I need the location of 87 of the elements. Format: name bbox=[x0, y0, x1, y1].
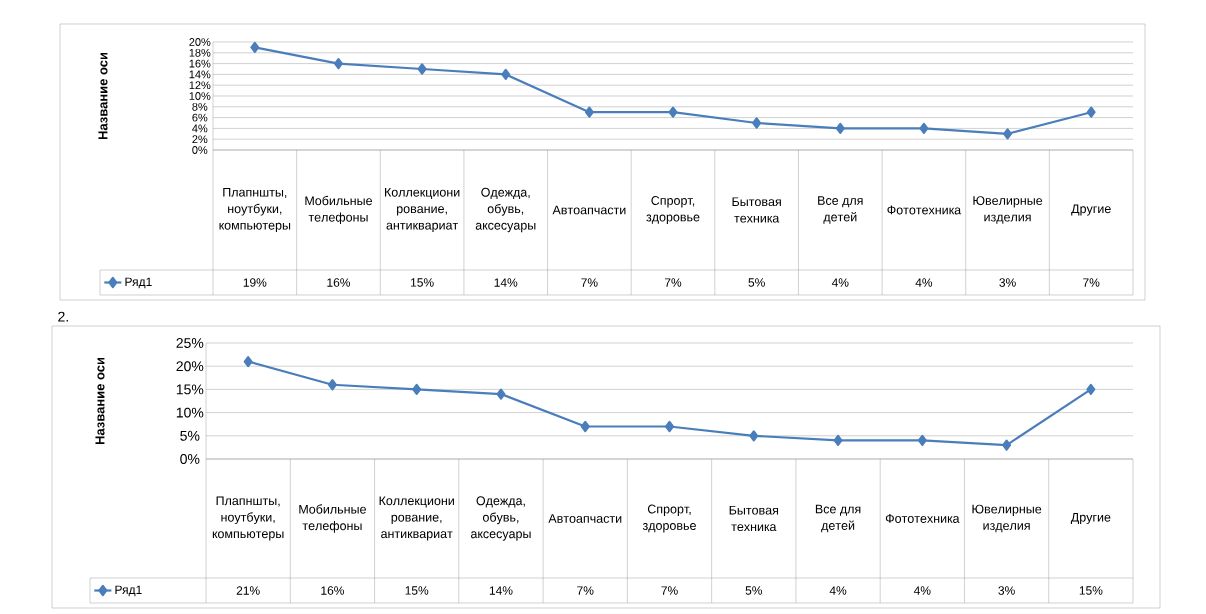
point bbox=[501, 68, 511, 80]
y-tick-label: 4% bbox=[192, 124, 208, 133]
point bbox=[752, 117, 762, 129]
data-label: 7% bbox=[664, 278, 682, 287]
y-tick-label: 16% bbox=[189, 59, 211, 68]
data-label: 7% bbox=[577, 586, 594, 595]
x-tick-label: Другие bbox=[1071, 204, 1111, 216]
point bbox=[243, 355, 253, 368]
point bbox=[412, 383, 422, 395]
y-axis-title: Название оси bbox=[95, 357, 105, 445]
x-tick-label: Фототехника bbox=[885, 514, 960, 523]
x-tick-label: Все для детей bbox=[818, 196, 863, 224]
y-tick-label: 0% bbox=[180, 454, 200, 464]
y-tick-label: 20% bbox=[176, 361, 204, 372]
x-tick-label: Одежда, обувь, аксесуары bbox=[470, 496, 531, 541]
data-label: 21% bbox=[236, 586, 260, 595]
point bbox=[584, 106, 594, 118]
x-tick-label: Другие bbox=[1070, 512, 1111, 525]
x-tick-label: Спрорт, здоровье bbox=[642, 504, 696, 533]
data-label: 19% bbox=[243, 278, 267, 287]
x-tick-label: Ювелирные изделия bbox=[973, 196, 1043, 224]
data-label: 5% bbox=[745, 586, 763, 595]
data-label: 15% bbox=[411, 278, 434, 287]
y-tick-label: 20% bbox=[189, 38, 211, 46]
point bbox=[1002, 439, 1012, 451]
data-label: 14% bbox=[494, 278, 518, 287]
y-tick-label: 15% bbox=[176, 384, 204, 395]
y-tick-label: 12% bbox=[189, 81, 211, 90]
x-tick-label: Все для детей bbox=[815, 504, 861, 533]
point bbox=[1086, 383, 1096, 395]
y-tick-label: 2% bbox=[192, 135, 208, 144]
x-tick-label: Одежда, обувь, аксесуары bbox=[475, 187, 536, 233]
data-label: 7% bbox=[1083, 278, 1100, 287]
x-tick-label: Спрорт, здоровье bbox=[646, 196, 700, 224]
x-tick-label: Плапншты, ноутбуки, компьютеры bbox=[219, 187, 291, 233]
data-label: 7% bbox=[661, 586, 678, 595]
legend-label: Ряд1 bbox=[125, 277, 152, 289]
point bbox=[1003, 128, 1013, 140]
point bbox=[580, 420, 590, 433]
x-tick-label: Автоапчасти bbox=[552, 205, 626, 215]
point bbox=[749, 430, 759, 442]
y-tick-label: 10% bbox=[176, 407, 204, 418]
y-tick-label: 18% bbox=[189, 48, 211, 57]
x-tick-label: Автоапчасти bbox=[548, 514, 622, 523]
data-label: 4% bbox=[915, 278, 933, 287]
x-tick-label: Мобильные телефоны bbox=[305, 195, 372, 225]
y-tick-label: 0% bbox=[192, 146, 208, 154]
point bbox=[417, 63, 427, 75]
x-tick-label: Бытовая техника bbox=[732, 197, 781, 223]
point bbox=[835, 122, 845, 134]
point bbox=[919, 122, 929, 134]
point bbox=[496, 388, 506, 400]
point bbox=[833, 434, 843, 447]
x-tick-label: Ювелирные изделия bbox=[972, 504, 1042, 533]
data-label: 5% bbox=[748, 278, 765, 287]
point bbox=[250, 41, 260, 53]
x-tick-label: Коллекционирование, антиквариат bbox=[379, 496, 454, 541]
data-label: 15% bbox=[1079, 586, 1103, 595]
y-tick-label: 8% bbox=[192, 102, 208, 111]
y-tick-label: 14% bbox=[189, 70, 211, 79]
data-label: 16% bbox=[327, 278, 351, 287]
data-label: 3% bbox=[999, 278, 1016, 287]
point bbox=[668, 106, 678, 118]
data-label: 14% bbox=[489, 586, 513, 595]
data-label: 3% bbox=[998, 586, 1015, 595]
point bbox=[1086, 106, 1096, 118]
point bbox=[333, 58, 343, 70]
data-label: 4% bbox=[831, 278, 849, 287]
point bbox=[327, 379, 337, 391]
y-tick-label: 6% bbox=[192, 113, 208, 122]
y-tick-label: 10% bbox=[189, 92, 211, 100]
legend-label: Ряд1 bbox=[115, 585, 142, 597]
x-tick-label: Коллекционирование, антиквариат bbox=[385, 187, 460, 233]
data-label: 4% bbox=[913, 586, 931, 595]
point bbox=[917, 434, 927, 447]
x-tick-label: Бытовая техника bbox=[729, 505, 779, 532]
data-label: 4% bbox=[829, 586, 847, 595]
data-label: 16% bbox=[321, 586, 344, 595]
y-tick-label: 25% bbox=[176, 338, 204, 348]
data-label: 15% bbox=[405, 586, 429, 595]
text: 2. bbox=[58, 311, 68, 322]
data-label: 7% bbox=[581, 278, 598, 287]
x-tick-label: Плапншты, ноутбуки, компьютеры bbox=[212, 496, 284, 541]
x-tick-label: Мобильные телефоны bbox=[299, 504, 366, 533]
x-tick-label: Фототехника bbox=[887, 205, 962, 215]
y-tick-label: 5% bbox=[180, 430, 200, 441]
y-axis-title: Название оси bbox=[98, 52, 108, 140]
